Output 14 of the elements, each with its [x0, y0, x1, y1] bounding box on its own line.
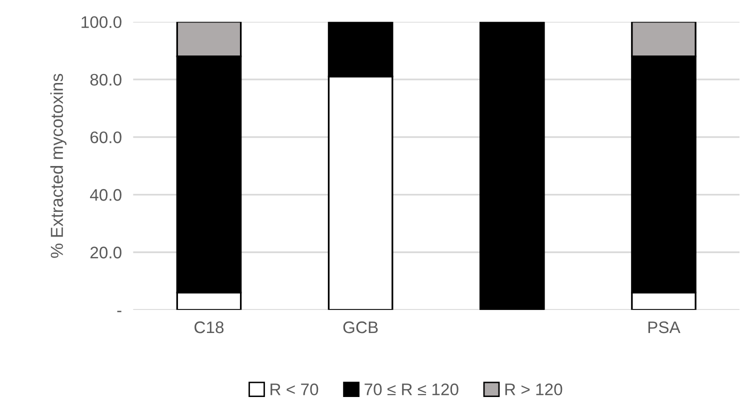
y-tick-label: 20.0: [90, 246, 122, 258]
y-tick-label: 40.0: [90, 189, 122, 201]
y-tick-label: 60.0: [90, 131, 122, 144]
x-tick-label: C18: [194, 321, 224, 334]
legend-label: 70 ≤ R ≤ 120: [364, 384, 458, 396]
bar: [479, 22, 545, 310]
legend-label: R < 70: [270, 384, 318, 396]
legend-label: R > 120: [505, 384, 562, 396]
y-tick-label: -: [117, 310, 122, 312]
y-axis-title: % Extracted mycotoxins: [50, 74, 66, 258]
y-tick-label: 80.0: [90, 74, 122, 86]
y-tick-label: 100.0: [82, 16, 122, 28]
x-tick-label: PSA: [648, 321, 680, 334]
x-tick-label: GCB: [343, 321, 378, 334]
